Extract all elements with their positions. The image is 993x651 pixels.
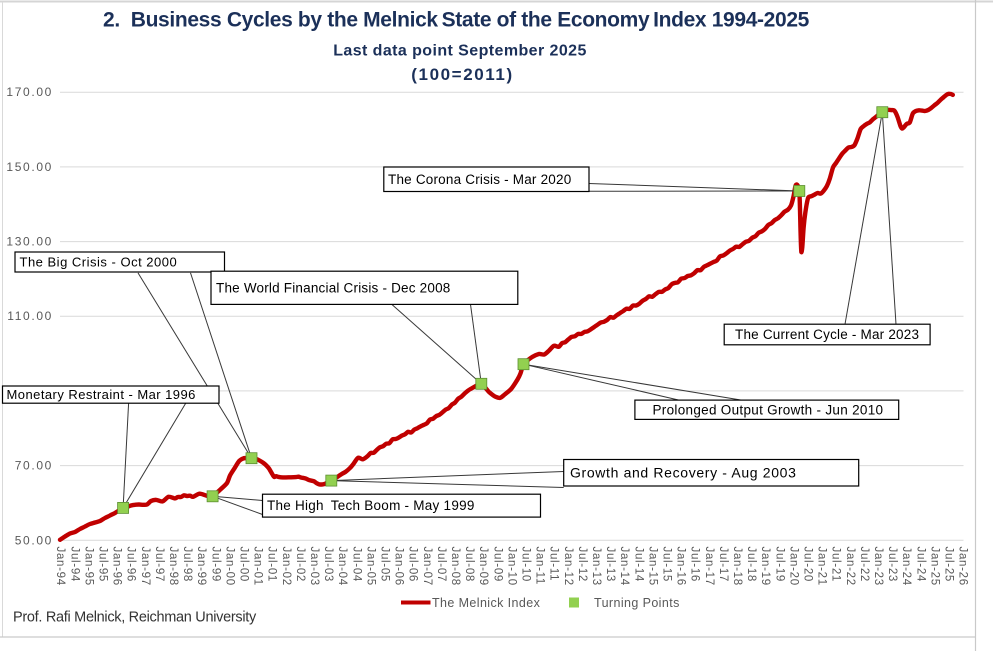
svg-text:Jul-97: Jul-97 <box>153 547 165 583</box>
svg-text:Jul-18: Jul-18 <box>745 547 757 583</box>
svg-text:Jul-05: Jul-05 <box>379 547 391 583</box>
svg-text:The High Tech Boom - May 1999: The High Tech Boom - May 1999 <box>267 498 475 513</box>
svg-text:The Melnick Index: The Melnick Index <box>432 596 541 610</box>
svg-text:150.00: 150.00 <box>6 160 53 174</box>
svg-text:Jan-03: Jan-03 <box>308 547 320 586</box>
svg-text:Jan-19: Jan-19 <box>759 547 771 586</box>
svg-text:The World Financial Crisis - D: The World Financial Crisis - Dec 2008 <box>216 280 450 295</box>
svg-text:Jul-23: Jul-23 <box>886 547 898 583</box>
svg-text:Jul-06: Jul-06 <box>407 547 419 583</box>
svg-text:130.00: 130.00 <box>6 235 53 249</box>
svg-text:Jan-02: Jan-02 <box>280 547 292 586</box>
svg-text:(100=2011): (100=2011) <box>411 65 514 84</box>
svg-text:Jul-24: Jul-24 <box>914 547 926 583</box>
svg-text:Jan-21: Jan-21 <box>816 547 828 586</box>
svg-text:Jan-26: Jan-26 <box>957 547 969 586</box>
svg-text:Jan-20: Jan-20 <box>787 547 799 586</box>
svg-text:Jul-22: Jul-22 <box>858 547 870 583</box>
svg-text:Jul-12: Jul-12 <box>576 547 588 583</box>
svg-text:Jul-13: Jul-13 <box>604 547 616 583</box>
svg-text:Jul-16: Jul-16 <box>689 547 701 583</box>
svg-text:Jan-06: Jan-06 <box>393 547 405 586</box>
svg-text:Jan-97: Jan-97 <box>139 547 151 586</box>
svg-text:Jan-04: Jan-04 <box>336 547 348 586</box>
svg-text:Jul-00: Jul-00 <box>238 547 250 583</box>
svg-text:Jan-94: Jan-94 <box>54 547 66 586</box>
svg-text:Jan-07: Jan-07 <box>421 547 433 586</box>
svg-text:110.00: 110.00 <box>7 309 53 323</box>
svg-text:Jul-03: Jul-03 <box>322 547 334 583</box>
svg-text:Jan-18: Jan-18 <box>731 547 743 586</box>
svg-text:Jan-17: Jan-17 <box>703 547 715 586</box>
svg-text:Turning Points: Turning Points <box>594 596 680 610</box>
svg-text:Prof. Rafi Melnick, Reichman U: Prof. Rafi Melnick, Reichman University <box>13 610 257 626</box>
svg-text:Jul-19: Jul-19 <box>773 547 785 583</box>
svg-text:Jul-01: Jul-01 <box>266 547 278 583</box>
svg-text:Jan-22: Jan-22 <box>844 547 856 586</box>
svg-text:2. Business Cycles by the Mel: 2. Business Cycles by the Melnick State … <box>103 9 810 32</box>
svg-text:Jan-98: Jan-98 <box>167 547 179 586</box>
svg-text:Jul-11: Jul-11 <box>548 547 560 582</box>
svg-text:Jul-96: Jul-96 <box>125 547 137 583</box>
svg-text:Jan-10: Jan-10 <box>505 547 517 586</box>
svg-text:The Current Cycle - Mar 2023: The Current Cycle - Mar 2023 <box>735 327 919 342</box>
svg-text:Jul-98: Jul-98 <box>181 547 193 583</box>
svg-text:Jan-01: Jan-01 <box>252 547 264 586</box>
svg-text:Monetary Restraint - Mar 1996: Monetary Restraint - Mar 1996 <box>7 387 196 402</box>
svg-text:170.00: 170.00 <box>6 85 53 99</box>
svg-text:Jul-15: Jul-15 <box>661 547 673 583</box>
svg-text:Jan-96: Jan-96 <box>111 547 123 586</box>
svg-text:Jan-24: Jan-24 <box>900 547 912 586</box>
svg-text:Growth and Recovery - Aug 2003: Growth and Recovery - Aug 2003 <box>570 465 797 481</box>
svg-text:Jan-15: Jan-15 <box>646 547 658 586</box>
svg-text:Last data point September 2025: Last data point September 2025 <box>333 43 587 60</box>
svg-text:The Corona Crisis - Mar 2020: The Corona Crisis - Mar 2020 <box>388 172 571 187</box>
svg-text:Jul-25: Jul-25 <box>943 547 955 583</box>
svg-text:Jul-94: Jul-94 <box>68 547 80 583</box>
svg-text:Jul-04: Jul-04 <box>350 547 362 583</box>
svg-text:Jan-14: Jan-14 <box>618 547 630 586</box>
svg-text:Jan-25: Jan-25 <box>928 547 940 586</box>
svg-text:Jul-20: Jul-20 <box>802 547 814 583</box>
svg-text:50.00: 50.00 <box>15 533 53 547</box>
svg-text:Jul-17: Jul-17 <box>717 547 729 583</box>
svg-text:Jan-23: Jan-23 <box>872 547 884 586</box>
svg-text:70.00: 70.00 <box>15 459 53 473</box>
svg-text:Jan-12: Jan-12 <box>562 547 574 586</box>
svg-text:Jul-07: Jul-07 <box>435 547 447 583</box>
svg-text:Jan-16: Jan-16 <box>675 547 687 586</box>
svg-text:Jan-99: Jan-99 <box>195 547 207 586</box>
svg-text:Jan-08: Jan-08 <box>449 547 461 586</box>
svg-text:Jan-11: Jan-11 <box>534 547 546 586</box>
svg-text:Prolonged Output Growth - Jun: Prolonged Output Growth - Jun 2010 <box>653 402 884 417</box>
svg-text:Jan-95: Jan-95 <box>82 547 94 586</box>
svg-text:Jul-08: Jul-08 <box>463 547 475 583</box>
svg-text:Jul-10: Jul-10 <box>520 547 532 583</box>
svg-text:Jul-21: Jul-21 <box>830 547 842 583</box>
svg-text:Jan-00: Jan-00 <box>223 547 235 586</box>
svg-text:The Big Crisis - Oct 2000: The Big Crisis - Oct 2000 <box>20 254 178 269</box>
svg-text:Jul-14: Jul-14 <box>632 547 644 583</box>
svg-text:Jul-99: Jul-99 <box>209 547 221 583</box>
svg-text:Jul-09: Jul-09 <box>491 547 503 583</box>
svg-text:Jul-95: Jul-95 <box>97 547 109 583</box>
svg-text:Jan-13: Jan-13 <box>590 547 602 586</box>
svg-text:Jan-05: Jan-05 <box>364 547 376 586</box>
svg-text:Jan-09: Jan-09 <box>477 547 489 586</box>
svg-text:Jul-02: Jul-02 <box>294 547 306 583</box>
